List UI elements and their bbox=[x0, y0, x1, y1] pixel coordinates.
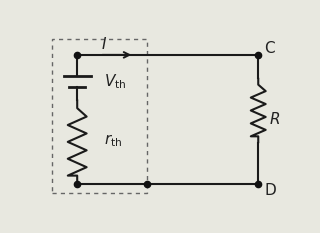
Text: $r_{\mathrm{th}}$: $r_{\mathrm{th}}$ bbox=[104, 133, 123, 149]
Text: $R$: $R$ bbox=[269, 111, 280, 127]
Text: D: D bbox=[264, 183, 276, 198]
Text: C: C bbox=[264, 41, 275, 56]
Text: $I$: $I$ bbox=[101, 36, 107, 52]
Text: $V_{\mathrm{th}}$: $V_{\mathrm{th}}$ bbox=[104, 72, 127, 91]
Bar bbox=[52, 39, 147, 193]
